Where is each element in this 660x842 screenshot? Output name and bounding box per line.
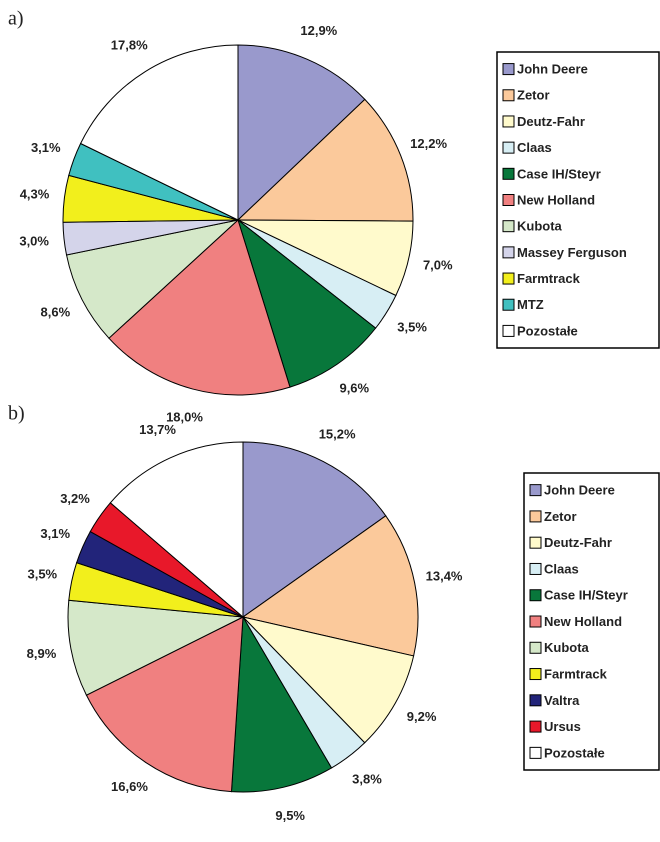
legend-label: John Deere [544,483,615,498]
legend-label: Kubota [544,640,590,655]
pie-slice [236,98,414,222]
data-label: 9,2% [407,709,437,724]
data-label: 9,6% [339,380,369,395]
legend-swatch [502,63,515,76]
data-label: 16,6% [111,779,148,794]
data-label: 15,2% [319,426,356,441]
data-label: 3,1% [31,140,61,155]
pie-slice [65,219,240,339]
legend-label: Farmtrack [544,666,608,681]
pie-slice [108,219,291,396]
data-label: 7,0% [423,257,453,272]
legend-label: Claas [517,140,552,155]
data-label: 9,5% [275,808,305,823]
legend-swatch [529,562,542,575]
legend-swatch [529,536,542,549]
data-label: 13,4% [426,568,463,583]
pie-slice [67,599,245,696]
legend-swatch [529,746,542,759]
data-label: 3,5% [397,320,427,335]
legend-label: MTZ [517,297,544,312]
legend-label: Case IH/Steyr [517,166,601,181]
legend-swatch [529,694,542,707]
legend-box [523,472,660,771]
legend-swatch [529,615,542,628]
data-label: 17,8% [111,38,148,53]
pie-slice [237,218,377,388]
legend-label: Deutz-Fahr [544,535,612,550]
data-label: 18,0% [166,409,203,424]
legend-label: Deutz-Fahr [517,114,585,129]
legend-swatch [529,484,542,497]
data-label: 12,2% [410,136,447,151]
legend-label: Valtra [544,693,580,708]
data-label: 3,8% [352,772,382,787]
legend-swatch [502,89,515,102]
panel-label: a) [8,8,24,30]
pie-slice [79,44,239,221]
legend-label: Pozostałe [544,745,605,760]
data-label: 3,2% [60,491,90,506]
legend-swatch [529,720,542,733]
legend-label: Claas [544,561,579,576]
data-label: 8,6% [41,305,71,320]
legend-swatch [502,141,515,154]
legend-label: Pozostałe [517,323,578,338]
legend-swatch [502,194,515,206]
data-label: 3,1% [40,526,70,541]
data-label: 12,9% [300,23,337,38]
legend-swatch [529,641,542,654]
legend-swatch [502,115,515,128]
legend-label: Case IH/Steyr [544,588,628,603]
legend-label: New Holland [517,192,595,207]
pie-slice [85,616,244,793]
legend-swatch [529,510,542,523]
pie-slice [237,44,366,222]
pie-slice [241,515,419,657]
pie-slice [241,616,415,744]
data-label: 3,5% [27,567,57,582]
legend-label: Farmtrack [517,271,581,286]
legend-label: Massey Ferguson [517,245,627,260]
legend-label: Kubota [517,219,563,234]
legend-swatch [502,246,515,259]
legend-label: John Deere [517,62,588,77]
legend-swatch [529,668,542,681]
pie-slice [230,615,333,793]
legend-label: Zetor [544,509,577,524]
legend-box [496,51,660,349]
pie-slice [242,441,387,618]
data-label: 8,9% [27,646,57,661]
legend-label: Zetor [517,88,550,103]
data-label: 4,3% [20,186,50,201]
legend-label: New Holland [544,614,622,629]
legend-label: Ursus [544,719,581,734]
legend-swatch [502,220,515,233]
data-label: 13,7% [139,422,176,437]
legend-swatch [502,298,515,311]
legend-swatch [502,167,515,180]
legend-swatch [529,589,542,602]
legend-swatch [502,272,515,285]
data-label: 3,0% [19,233,49,248]
legend-swatch [502,324,515,337]
panel-label: b) [8,403,25,425]
pie-slice [109,441,244,619]
